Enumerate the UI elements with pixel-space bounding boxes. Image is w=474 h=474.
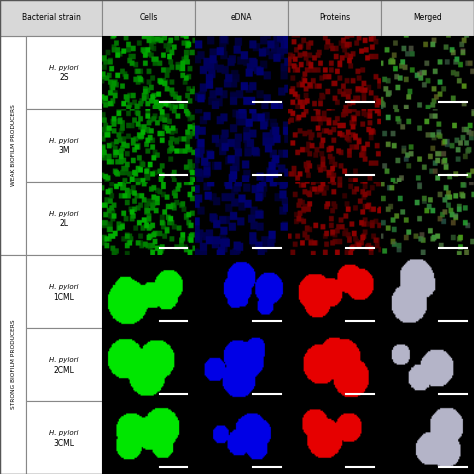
- Bar: [288, 401, 381, 474]
- Bar: [195, 255, 288, 328]
- Text: H. pylori: H. pylori: [49, 65, 79, 71]
- Bar: [381, 182, 474, 255]
- Bar: [195, 0, 288, 36]
- Text: H. pylori: H. pylori: [49, 138, 79, 144]
- Text: H. pylori: H. pylori: [49, 284, 79, 290]
- Bar: [102, 109, 195, 182]
- Text: 2S: 2S: [59, 73, 69, 82]
- Bar: [195, 109, 288, 182]
- Text: 2L: 2L: [60, 219, 68, 228]
- Bar: [26, 255, 102, 328]
- Text: H. pylori: H. pylori: [49, 430, 79, 436]
- Bar: [0, 255, 26, 474]
- Text: 3CML: 3CML: [54, 438, 74, 447]
- Bar: [26, 328, 102, 401]
- Text: 3M: 3M: [58, 146, 70, 155]
- Bar: [102, 328, 195, 401]
- Bar: [0, 36, 26, 255]
- Bar: [381, 36, 474, 109]
- Bar: [288, 0, 381, 36]
- Bar: [26, 36, 102, 109]
- Bar: [195, 182, 288, 255]
- Bar: [288, 255, 381, 328]
- Bar: [102, 182, 195, 255]
- Text: H. pylori: H. pylori: [49, 357, 79, 363]
- Text: Merged: Merged: [413, 13, 442, 22]
- Text: Proteins: Proteins: [319, 13, 350, 22]
- Bar: [288, 182, 381, 255]
- Bar: [102, 401, 195, 474]
- Bar: [26, 401, 102, 474]
- Bar: [102, 255, 195, 328]
- Bar: [381, 328, 474, 401]
- Text: 1CML: 1CML: [54, 292, 74, 301]
- Text: eDNA: eDNA: [231, 13, 252, 22]
- Bar: [381, 401, 474, 474]
- Bar: [381, 109, 474, 182]
- Bar: [381, 255, 474, 328]
- Bar: [102, 36, 195, 109]
- Bar: [381, 0, 474, 36]
- Bar: [102, 0, 195, 36]
- Bar: [195, 328, 288, 401]
- Text: Bacterial strain: Bacterial strain: [21, 13, 81, 22]
- Bar: [288, 109, 381, 182]
- Bar: [195, 401, 288, 474]
- Text: STRONG BIOFILM PRODUCERS: STRONG BIOFILM PRODUCERS: [10, 319, 16, 409]
- Bar: [288, 36, 381, 109]
- Text: WEAK BIOFILM PRODUCERS: WEAK BIOFILM PRODUCERS: [10, 104, 16, 186]
- Bar: [195, 36, 288, 109]
- Text: 2CML: 2CML: [54, 365, 74, 374]
- Bar: [26, 182, 102, 255]
- Bar: [288, 328, 381, 401]
- Text: H. pylori: H. pylori: [49, 211, 79, 217]
- Bar: [0, 0, 102, 36]
- Text: Cells: Cells: [139, 13, 158, 22]
- Bar: [26, 109, 102, 182]
